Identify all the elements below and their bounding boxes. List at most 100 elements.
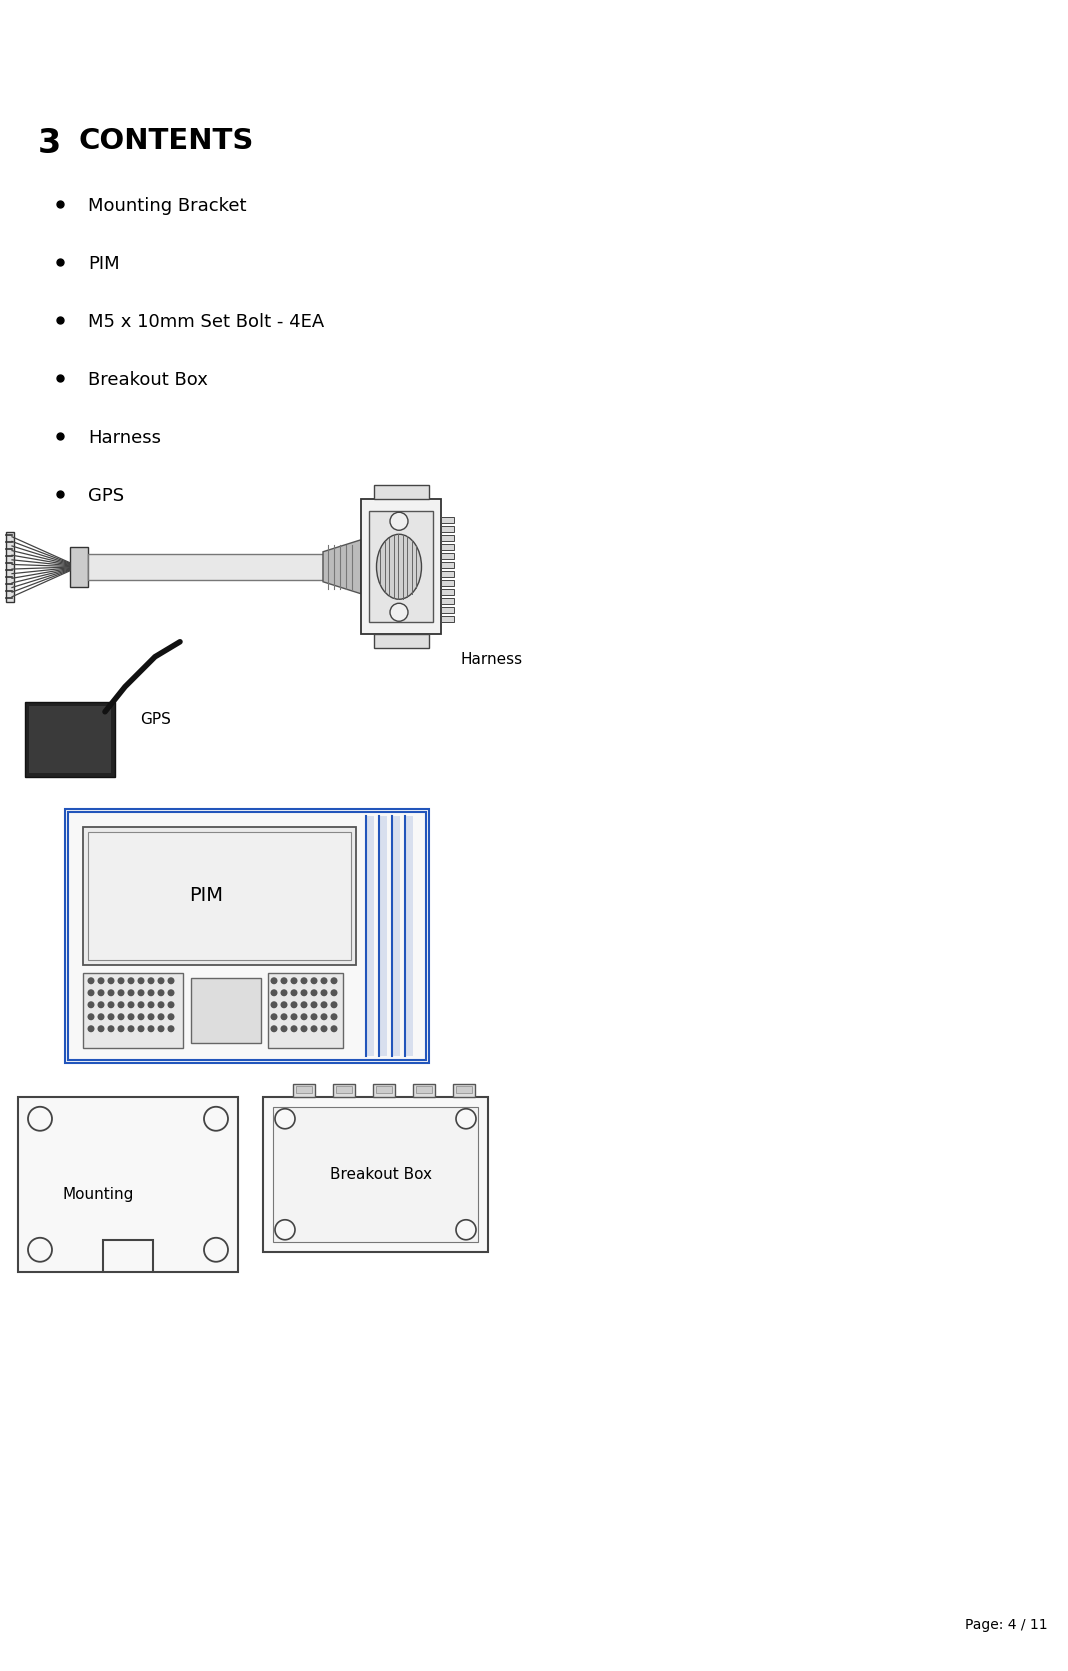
Bar xyxy=(88,832,351,959)
Circle shape xyxy=(331,989,336,996)
Bar xyxy=(376,1086,392,1093)
Circle shape xyxy=(456,1110,476,1130)
Circle shape xyxy=(301,989,307,996)
Circle shape xyxy=(292,1003,297,1008)
Bar xyxy=(333,1084,355,1096)
Circle shape xyxy=(281,1026,287,1031)
Bar xyxy=(370,511,433,622)
Bar xyxy=(83,973,183,1048)
Bar xyxy=(441,580,454,587)
Circle shape xyxy=(138,1014,144,1019)
Text: Harness: Harness xyxy=(461,652,523,667)
Circle shape xyxy=(98,1026,104,1031)
Polygon shape xyxy=(323,540,361,593)
Bar xyxy=(293,1084,315,1096)
Circle shape xyxy=(148,989,154,996)
Circle shape xyxy=(204,1238,227,1262)
Circle shape xyxy=(311,1014,317,1019)
Bar xyxy=(68,812,426,1059)
Bar xyxy=(374,485,428,500)
Bar xyxy=(296,1086,312,1093)
Circle shape xyxy=(158,1003,163,1008)
Circle shape xyxy=(301,1014,307,1019)
Text: Mounting: Mounting xyxy=(63,1186,135,1201)
Circle shape xyxy=(168,1014,174,1019)
Circle shape xyxy=(89,989,94,996)
Bar xyxy=(441,598,454,603)
Circle shape xyxy=(301,978,307,984)
Text: FCCID:P4YSPS-700B: FCCID:P4YSPS-700B xyxy=(905,12,1055,25)
Circle shape xyxy=(331,1026,336,1031)
Bar xyxy=(392,815,400,1056)
Circle shape xyxy=(108,978,114,984)
Bar xyxy=(273,1106,478,1242)
Bar xyxy=(379,815,387,1056)
Circle shape xyxy=(456,1220,476,1240)
Text: SPS-700B User Manual: SPS-700B User Manual xyxy=(13,12,184,25)
Bar xyxy=(6,531,14,602)
Circle shape xyxy=(148,1003,154,1008)
Circle shape xyxy=(89,978,94,984)
Bar xyxy=(268,973,343,1048)
Circle shape xyxy=(119,978,124,984)
Circle shape xyxy=(271,978,277,984)
Circle shape xyxy=(301,1003,307,1008)
Circle shape xyxy=(158,1014,163,1019)
Circle shape xyxy=(128,978,134,984)
Circle shape xyxy=(158,1026,163,1031)
Circle shape xyxy=(168,978,174,984)
Bar xyxy=(70,546,88,587)
Bar xyxy=(374,635,428,648)
Bar xyxy=(373,1084,395,1096)
Circle shape xyxy=(148,1026,154,1031)
Circle shape xyxy=(138,978,144,984)
Circle shape xyxy=(321,978,327,984)
Circle shape xyxy=(168,1003,174,1008)
Bar xyxy=(441,561,454,568)
Circle shape xyxy=(119,989,124,996)
Circle shape xyxy=(292,1026,297,1031)
Circle shape xyxy=(89,1003,94,1008)
Circle shape xyxy=(281,978,287,984)
Text: Breakout Box: Breakout Box xyxy=(330,1166,433,1181)
Circle shape xyxy=(119,1003,124,1008)
Text: CONTENTS: CONTENTS xyxy=(78,127,253,155)
Circle shape xyxy=(98,989,104,996)
Circle shape xyxy=(321,1014,327,1019)
Circle shape xyxy=(28,1106,52,1131)
Circle shape xyxy=(138,1003,144,1008)
Circle shape xyxy=(281,1014,287,1019)
Bar xyxy=(441,535,454,541)
Circle shape xyxy=(108,1003,114,1008)
Circle shape xyxy=(271,1003,277,1008)
Circle shape xyxy=(108,1026,114,1031)
Bar xyxy=(441,553,454,558)
Circle shape xyxy=(274,1220,295,1240)
Bar xyxy=(83,827,356,964)
Circle shape xyxy=(311,978,317,984)
Circle shape xyxy=(311,989,317,996)
Circle shape xyxy=(274,1110,295,1130)
Circle shape xyxy=(148,978,154,984)
Circle shape xyxy=(271,1026,277,1031)
Circle shape xyxy=(331,978,336,984)
Text: PIM: PIM xyxy=(189,886,223,906)
Circle shape xyxy=(281,1003,287,1008)
Circle shape xyxy=(390,513,408,530)
Circle shape xyxy=(98,1003,104,1008)
Circle shape xyxy=(119,1014,124,1019)
Circle shape xyxy=(271,1014,277,1019)
Circle shape xyxy=(281,989,287,996)
Bar xyxy=(361,500,441,635)
Circle shape xyxy=(292,1014,297,1019)
Bar xyxy=(441,516,454,523)
Text: PIM: PIM xyxy=(88,254,120,272)
Bar xyxy=(417,1086,431,1093)
Bar xyxy=(441,615,454,622)
Circle shape xyxy=(204,1106,227,1131)
Circle shape xyxy=(158,989,163,996)
Circle shape xyxy=(128,1026,134,1031)
Circle shape xyxy=(89,1026,94,1031)
Circle shape xyxy=(168,989,174,996)
Bar xyxy=(441,571,454,576)
